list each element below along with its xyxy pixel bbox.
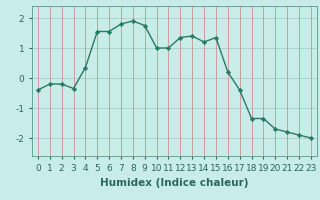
X-axis label: Humidex (Indice chaleur): Humidex (Indice chaleur) [100, 178, 249, 188]
